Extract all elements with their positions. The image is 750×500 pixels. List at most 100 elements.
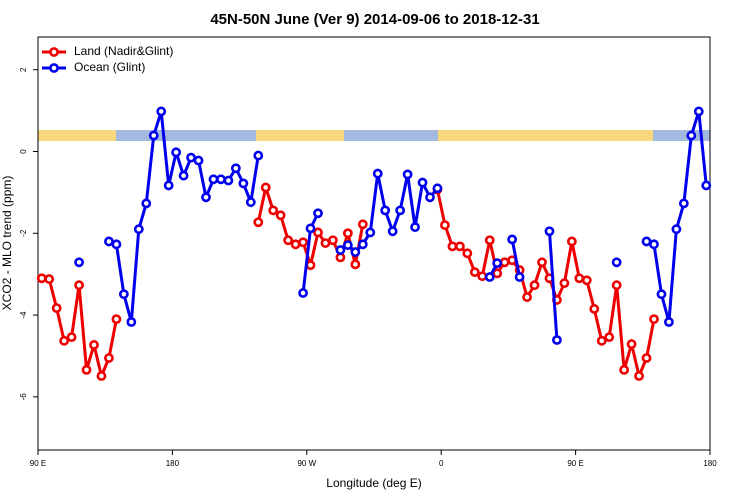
data-point	[537, 257, 547, 268]
data-point	[253, 150, 264, 161]
data-point	[193, 155, 204, 166]
data-point	[499, 257, 510, 268]
data-point	[51, 303, 62, 314]
data-point	[178, 170, 189, 181]
legend-marker	[49, 47, 59, 57]
y-tick-label: -2	[19, 229, 28, 237]
data-point	[440, 220, 450, 230]
x-axis-label: Longitude (deg E)	[326, 476, 421, 490]
x-tick-label: 180	[703, 459, 717, 468]
data-point	[313, 227, 323, 238]
data-point	[425, 192, 435, 203]
data-point	[611, 257, 622, 268]
data-point	[328, 235, 338, 246]
data-point	[387, 226, 398, 237]
ocean-band	[653, 130, 710, 141]
data-point	[36, 273, 47, 284]
data-point	[566, 236, 577, 247]
data-point	[260, 182, 271, 193]
data-point	[552, 335, 562, 345]
data-point	[111, 239, 122, 250]
data-point	[649, 239, 659, 250]
data-point	[484, 235, 495, 246]
data-point	[641, 353, 652, 363]
data-point	[581, 275, 592, 286]
x-tick-label: 180	[166, 459, 180, 468]
data-point	[447, 241, 458, 252]
data-point	[507, 234, 518, 245]
y-tick-label: 2	[19, 67, 28, 72]
legend-label: Ocean (Glint)	[74, 60, 145, 74]
data-point	[589, 304, 600, 314]
x-tick-label: 90 E	[567, 459, 583, 468]
data-point	[417, 177, 428, 188]
data-point	[290, 239, 301, 250]
series-line	[108, 110, 708, 341]
data-point	[357, 239, 368, 250]
data-point	[253, 217, 264, 228]
data-point	[163, 180, 174, 191]
data-point	[574, 273, 585, 284]
data-point	[604, 332, 615, 343]
x-tick-label: 90 W	[297, 459, 316, 468]
data-point	[283, 235, 294, 246]
land-ocean-band	[38, 130, 710, 141]
data-point	[559, 278, 570, 289]
data-point	[671, 224, 682, 235]
data-point	[96, 371, 107, 381]
plot-frame	[37, 36, 711, 451]
data-point	[104, 236, 114, 247]
data-point	[664, 317, 674, 327]
data-point	[238, 178, 249, 189]
y-tick-label: 0	[19, 149, 28, 154]
data-point	[342, 228, 353, 239]
y-tick-label: -4	[19, 311, 28, 319]
data-point	[59, 335, 70, 346]
data-point	[529, 280, 540, 291]
data-point	[44, 274, 55, 284]
data-point	[365, 227, 376, 238]
data-point	[395, 205, 406, 216]
data-point	[81, 364, 92, 375]
data-point	[350, 247, 361, 257]
data-point	[701, 180, 712, 191]
data-point	[313, 208, 323, 219]
data-point	[432, 183, 443, 194]
data-point	[305, 223, 316, 234]
data-point	[693, 106, 704, 117]
data-point	[208, 174, 219, 185]
data-point	[454, 241, 465, 252]
data-point	[216, 174, 226, 185]
data-point	[656, 289, 667, 300]
data-point	[462, 248, 473, 259]
y-tick-label: -6	[19, 393, 28, 401]
data-point	[626, 339, 637, 349]
data-point	[141, 198, 152, 209]
legend-label: Land (Nadir&Glint)	[74, 44, 173, 58]
data-point	[372, 168, 383, 179]
data-point	[380, 205, 391, 216]
data-point	[275, 210, 286, 221]
data-point	[223, 175, 234, 186]
data-point	[686, 130, 697, 141]
data-point	[484, 272, 495, 282]
data-point	[111, 314, 122, 325]
data-point	[678, 198, 689, 209]
data-point	[320, 238, 331, 248]
data-point	[522, 292, 532, 302]
data-point	[245, 197, 256, 208]
data-point	[492, 258, 503, 269]
data-point	[201, 192, 211, 203]
data-point	[118, 289, 129, 300]
data-point	[410, 222, 420, 233]
data-point	[514, 272, 525, 282]
data-point	[186, 152, 196, 163]
data-point	[104, 353, 114, 363]
data-point	[611, 280, 622, 291]
data-point	[133, 224, 144, 235]
data-point	[298, 237, 308, 248]
x-tick-label: 0	[439, 459, 444, 468]
data-point	[126, 317, 137, 327]
data-point	[268, 205, 279, 216]
